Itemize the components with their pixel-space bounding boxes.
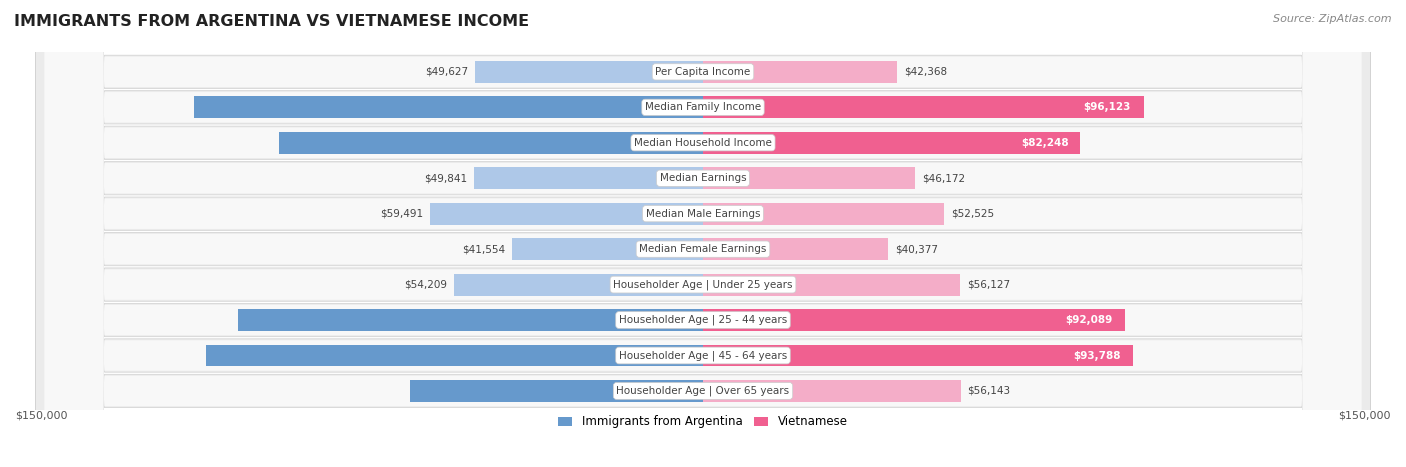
Bar	[703, 274, 960, 296]
Text: Source: ZipAtlas.com: Source: ZipAtlas.com	[1274, 14, 1392, 24]
Bar	[474, 167, 703, 189]
Text: $82,248: $82,248	[1021, 138, 1069, 148]
FancyBboxPatch shape	[35, 0, 1371, 467]
Text: Median Family Income: Median Family Income	[645, 102, 761, 113]
Bar	[207, 345, 703, 367]
Text: Median Male Earnings: Median Male Earnings	[645, 209, 761, 219]
Text: $63,885: $63,885	[689, 386, 735, 396]
Text: IMMIGRANTS FROM ARGENTINA VS VIETNAMESE INCOME: IMMIGRANTS FROM ARGENTINA VS VIETNAMESE …	[14, 14, 529, 29]
FancyBboxPatch shape	[35, 0, 1371, 467]
Text: $54,209: $54,209	[405, 280, 447, 290]
FancyBboxPatch shape	[45, 0, 1361, 467]
Bar	[703, 345, 1133, 367]
Text: $49,627: $49,627	[426, 67, 468, 77]
Text: $42,368: $42,368	[904, 67, 948, 77]
Text: $110,873: $110,873	[678, 102, 733, 113]
Bar	[703, 96, 1144, 118]
Text: $46,172: $46,172	[922, 173, 965, 183]
FancyBboxPatch shape	[35, 0, 1371, 467]
Bar	[475, 61, 703, 83]
FancyBboxPatch shape	[45, 0, 1361, 467]
Text: $92,089: $92,089	[1066, 315, 1112, 325]
FancyBboxPatch shape	[35, 0, 1371, 467]
Bar	[703, 203, 943, 225]
Text: $41,554: $41,554	[463, 244, 506, 254]
FancyBboxPatch shape	[45, 0, 1361, 467]
Text: $92,417: $92,417	[682, 138, 730, 148]
Text: Householder Age | 25 - 44 years: Householder Age | 25 - 44 years	[619, 315, 787, 325]
Bar	[703, 238, 889, 260]
Text: $56,143: $56,143	[967, 386, 1011, 396]
Bar	[703, 380, 960, 402]
Text: Median Household Income: Median Household Income	[634, 138, 772, 148]
Text: $40,377: $40,377	[896, 244, 938, 254]
Bar	[512, 238, 703, 260]
Text: $108,264: $108,264	[678, 351, 733, 361]
Bar	[238, 309, 703, 331]
Text: Median Female Earnings: Median Female Earnings	[640, 244, 766, 254]
Bar	[194, 96, 703, 118]
Text: $96,123: $96,123	[1083, 102, 1130, 113]
Text: $150,000: $150,000	[1339, 410, 1391, 420]
Text: $150,000: $150,000	[15, 410, 67, 420]
FancyBboxPatch shape	[35, 0, 1371, 467]
Text: $101,415: $101,415	[679, 315, 734, 325]
Text: Median Earnings: Median Earnings	[659, 173, 747, 183]
Text: Householder Age | Over 65 years: Householder Age | Over 65 years	[616, 386, 790, 396]
Bar	[703, 309, 1125, 331]
FancyBboxPatch shape	[45, 0, 1361, 467]
FancyBboxPatch shape	[35, 0, 1371, 467]
FancyBboxPatch shape	[45, 0, 1361, 467]
Bar	[703, 132, 1080, 154]
Bar	[430, 203, 703, 225]
FancyBboxPatch shape	[35, 0, 1371, 467]
FancyBboxPatch shape	[45, 0, 1361, 467]
Text: $56,127: $56,127	[967, 280, 1011, 290]
FancyBboxPatch shape	[35, 0, 1371, 467]
Text: $59,491: $59,491	[380, 209, 423, 219]
FancyBboxPatch shape	[45, 0, 1361, 467]
Text: $49,841: $49,841	[425, 173, 468, 183]
Bar	[703, 167, 915, 189]
Text: $52,525: $52,525	[950, 209, 994, 219]
FancyBboxPatch shape	[45, 0, 1361, 467]
Text: Householder Age | 45 - 64 years: Householder Age | 45 - 64 years	[619, 350, 787, 361]
Bar	[411, 380, 703, 402]
FancyBboxPatch shape	[35, 0, 1371, 467]
Text: Per Capita Income: Per Capita Income	[655, 67, 751, 77]
Bar	[454, 274, 703, 296]
Text: $93,788: $93,788	[1073, 351, 1121, 361]
FancyBboxPatch shape	[45, 0, 1361, 467]
Bar	[703, 61, 897, 83]
Bar	[280, 132, 703, 154]
FancyBboxPatch shape	[35, 0, 1371, 467]
Text: Householder Age | Under 25 years: Householder Age | Under 25 years	[613, 279, 793, 290]
Legend: Immigrants from Argentina, Vietnamese: Immigrants from Argentina, Vietnamese	[554, 411, 852, 433]
FancyBboxPatch shape	[45, 0, 1361, 467]
